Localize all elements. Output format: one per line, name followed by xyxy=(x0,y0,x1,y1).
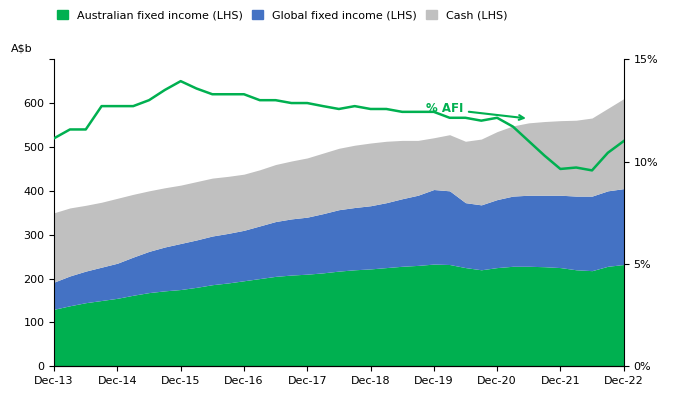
Text: A$b: A$b xyxy=(11,43,33,53)
Legend: Australian fixed income (LHS), Global fixed income (LHS), Cash (LHS): Australian fixed income (LHS), Global fi… xyxy=(52,6,511,24)
Text: % AFI: % AFI xyxy=(426,103,524,120)
